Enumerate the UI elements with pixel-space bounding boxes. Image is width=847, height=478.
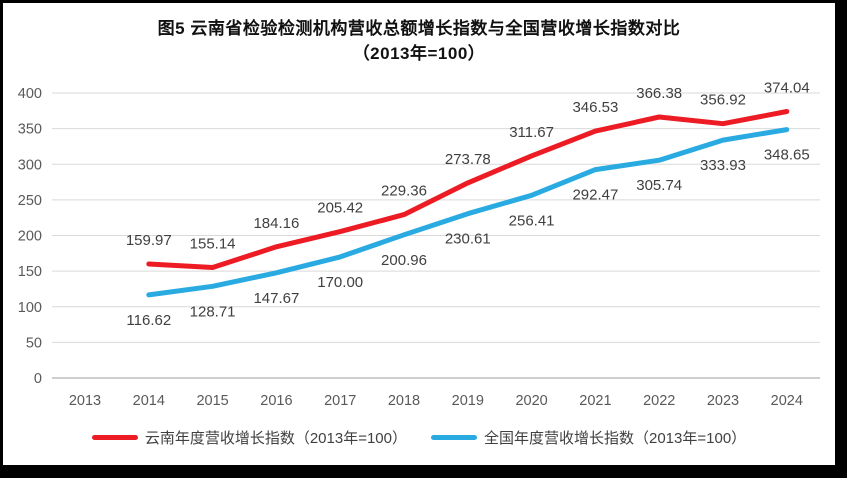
y-tick-label: 100 [18,300,42,316]
data-label-yunnan: 155.14 [190,235,236,252]
data-label-yunnan: 184.16 [253,215,299,232]
data-label-yunnan: 311.67 [509,124,554,141]
y-tick-label: 150 [18,264,42,280]
data-label-yunnan: 366.38 [636,85,682,102]
chart-canvas: 图5 云南省检验检测机构营收总额增长指数与全国营收增长指数对比 （2013年=1… [3,3,835,465]
data-label-national: 147.67 [253,290,299,307]
series-line-national [146,127,790,298]
legend-item-national: 全国年度营收增长指数（2013年=100） [431,427,746,448]
legend-label-national: 全国年度营收增长指数（2013年=100） [484,430,747,447]
x-tick-label: 2019 [452,393,484,409]
data-label-national: 256.41 [509,212,555,229]
y-tick-label: 400 [18,86,42,102]
data-label-national: 333.93 [700,157,746,174]
data-label-national: 230.61 [445,231,491,248]
x-tick-label: 2024 [771,393,803,409]
chart-title: 图5 云南省检验检测机构营收总额增长指数与全国营收增长指数对比 （2013年=1… [3,16,835,66]
x-tick-label: 2022 [643,393,675,409]
chart-title-line1: 图5 云南省检验检测机构营收总额增长指数与全国营收增长指数对比 [157,19,681,38]
data-label-yunnan: 159.97 [126,232,172,249]
x-tick-label: 2018 [388,393,420,409]
x-tick-label: 2020 [515,393,547,409]
chart-legend: 云南年度营收增长指数（2013年=100） 全国年度营收增长指数（2013年=1… [3,427,835,448]
chart-title-line2: （2013年=100） [352,44,486,63]
data-label-national: 348.65 [764,147,810,164]
y-tick-label: 50 [26,335,42,351]
data-label-yunnan: 374.04 [764,79,810,96]
data-label-national: 200.96 [381,252,427,269]
data-label-national: 116.62 [126,312,171,329]
data-label-national: 170.00 [317,274,363,291]
line-chart-plot: 0 50 100 150 200 250 300 350 400 2013 2014 2015 2016… [18,79,820,409]
data-label-national: 128.71 [190,303,236,320]
legend-label-yunnan: 云南年度营收增长指数（2013年=100） [144,430,407,447]
x-tick-label: 2014 [133,393,165,409]
data-label-yunnan: 273.78 [445,151,491,168]
x-tick-label: 2016 [260,393,292,409]
data-label-yunnan: 229.36 [381,183,427,200]
legend-marker-national [431,435,477,440]
data-label-yunnan: 346.53 [572,99,618,116]
data-label-yunnan: 356.92 [700,92,746,109]
x-tick-label: 2015 [196,393,228,409]
y-tick-label: 200 [18,229,42,245]
data-label-national: 292.47 [572,187,618,204]
x-tick-label: 2023 [707,393,739,409]
data-label-national: 305.74 [636,177,682,194]
y-tick-label: 250 [18,193,42,209]
x-tick-label: 2013 [69,393,101,409]
series-line-yunnan [146,109,790,270]
y-tick-label: 0 [34,371,42,387]
y-tick-label: 350 [18,122,42,138]
y-tick-label: 300 [18,157,42,173]
data-label-yunnan: 205.42 [317,200,363,217]
legend-item-yunnan: 云南年度营收增长指数（2013年=100） [91,427,407,448]
legend-marker-yunnan [91,435,138,440]
x-tick-label: 2017 [324,393,356,409]
x-tick-label: 2021 [579,393,611,409]
